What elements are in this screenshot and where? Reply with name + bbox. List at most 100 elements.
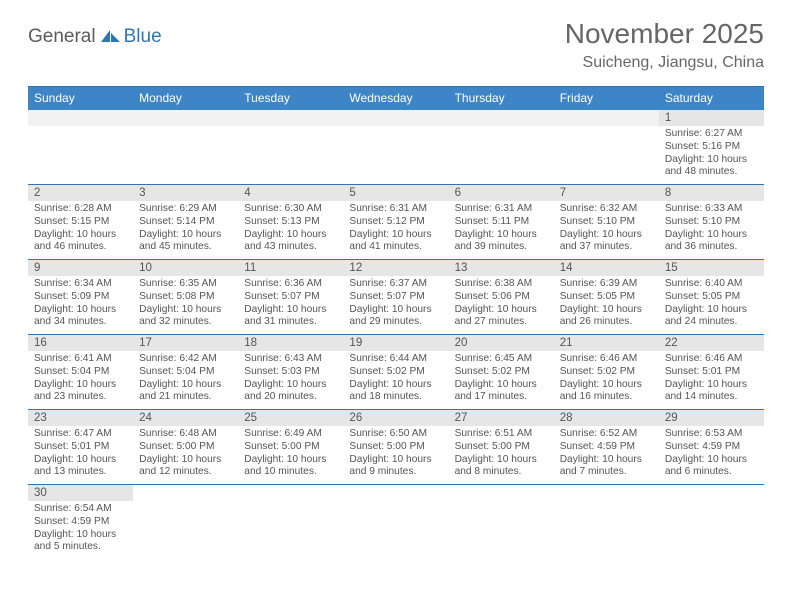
title-block: November 2025 Suicheng, Jiangsu, China bbox=[565, 18, 764, 72]
dayheader-thursday: Thursday bbox=[449, 87, 554, 110]
daylight-line: Daylight: 10 hours and 45 minutes. bbox=[139, 229, 232, 255]
daylight-line: Daylight: 10 hours and 16 minutes. bbox=[560, 379, 653, 405]
calendar-cell: 22Sunrise: 6:46 AMSunset: 5:01 PMDayligh… bbox=[659, 335, 764, 409]
day-number: 23 bbox=[28, 410, 133, 426]
empty-day-bar bbox=[554, 110, 659, 126]
day-number: 14 bbox=[554, 260, 659, 276]
sunrise-line: Sunrise: 6:37 AM bbox=[349, 278, 442, 291]
day-number: 1 bbox=[659, 110, 764, 126]
month-title: November 2025 bbox=[565, 18, 764, 50]
daylight-line: Daylight: 10 hours and 10 minutes. bbox=[244, 454, 337, 480]
sunrise-line: Sunrise: 6:46 AM bbox=[665, 353, 758, 366]
calendar-cell: 5Sunrise: 6:31 AMSunset: 5:12 PMDaylight… bbox=[343, 185, 448, 259]
dayheader-sunday: Sunday bbox=[28, 87, 133, 110]
day-number: 22 bbox=[659, 335, 764, 351]
calendar-cell: 13Sunrise: 6:38 AMSunset: 5:06 PMDayligh… bbox=[449, 260, 554, 334]
header: General Blue November 2025 Suicheng, Jia… bbox=[0, 0, 792, 80]
day-details: Sunrise: 6:47 AMSunset: 5:01 PMDaylight:… bbox=[28, 426, 133, 483]
sunrise-line: Sunrise: 6:35 AM bbox=[139, 278, 232, 291]
sunset-line: Sunset: 5:06 PM bbox=[455, 291, 548, 304]
weeks-container: 1Sunrise: 6:27 AMSunset: 5:16 PMDaylight… bbox=[28, 110, 764, 559]
calendar-cell: 25Sunrise: 6:49 AMSunset: 5:00 PMDayligh… bbox=[238, 410, 343, 484]
sunset-line: Sunset: 5:00 PM bbox=[349, 441, 442, 454]
calendar-cell: 7Sunrise: 6:32 AMSunset: 5:10 PMDaylight… bbox=[554, 185, 659, 259]
dayheader-monday: Monday bbox=[133, 87, 238, 110]
day-details: Sunrise: 6:32 AMSunset: 5:10 PMDaylight:… bbox=[554, 201, 659, 258]
day-number: 21 bbox=[554, 335, 659, 351]
day-number: 28 bbox=[554, 410, 659, 426]
sunset-line: Sunset: 5:16 PM bbox=[665, 141, 758, 154]
calendar-cell: 14Sunrise: 6:39 AMSunset: 5:05 PMDayligh… bbox=[554, 260, 659, 334]
calendar-cell: 3Sunrise: 6:29 AMSunset: 5:14 PMDaylight… bbox=[133, 185, 238, 259]
daylight-line: Daylight: 10 hours and 41 minutes. bbox=[349, 229, 442, 255]
day-details: Sunrise: 6:39 AMSunset: 5:05 PMDaylight:… bbox=[554, 276, 659, 333]
calendar-cell: 19Sunrise: 6:44 AMSunset: 5:02 PMDayligh… bbox=[343, 335, 448, 409]
day-details: Sunrise: 6:52 AMSunset: 4:59 PMDaylight:… bbox=[554, 426, 659, 483]
sunrise-line: Sunrise: 6:43 AM bbox=[244, 353, 337, 366]
empty-day-bar bbox=[238, 110, 343, 126]
daylight-line: Daylight: 10 hours and 43 minutes. bbox=[244, 229, 337, 255]
sunset-line: Sunset: 5:15 PM bbox=[34, 216, 127, 229]
day-number: 25 bbox=[238, 410, 343, 426]
dayheader-friday: Friday bbox=[554, 87, 659, 110]
sunrise-line: Sunrise: 6:36 AM bbox=[244, 278, 337, 291]
sunset-line: Sunset: 5:00 PM bbox=[139, 441, 232, 454]
sunset-line: Sunset: 4:59 PM bbox=[665, 441, 758, 454]
week-row: 9Sunrise: 6:34 AMSunset: 5:09 PMDaylight… bbox=[28, 260, 764, 335]
calendar-cell: 29Sunrise: 6:53 AMSunset: 4:59 PMDayligh… bbox=[659, 410, 764, 484]
calendar-cell bbox=[449, 110, 554, 184]
daylight-line: Daylight: 10 hours and 18 minutes. bbox=[349, 379, 442, 405]
empty-day-bar bbox=[449, 110, 554, 126]
calendar-cell: 10Sunrise: 6:35 AMSunset: 5:08 PMDayligh… bbox=[133, 260, 238, 334]
daylight-line: Daylight: 10 hours and 46 minutes. bbox=[34, 229, 127, 255]
sunset-line: Sunset: 5:05 PM bbox=[560, 291, 653, 304]
day-number: 30 bbox=[28, 485, 133, 501]
day-number: 27 bbox=[449, 410, 554, 426]
calendar-cell bbox=[133, 110, 238, 184]
calendar-cell bbox=[343, 110, 448, 184]
day-details: Sunrise: 6:41 AMSunset: 5:04 PMDaylight:… bbox=[28, 351, 133, 408]
daylight-line: Daylight: 10 hours and 13 minutes. bbox=[34, 454, 127, 480]
dayheader-saturday: Saturday bbox=[659, 87, 764, 110]
daylight-line: Daylight: 10 hours and 8 minutes. bbox=[455, 454, 548, 480]
daylight-line: Daylight: 10 hours and 9 minutes. bbox=[349, 454, 442, 480]
daylight-line: Daylight: 10 hours and 7 minutes. bbox=[560, 454, 653, 480]
day-details: Sunrise: 6:48 AMSunset: 5:00 PMDaylight:… bbox=[133, 426, 238, 483]
sunrise-line: Sunrise: 6:54 AM bbox=[34, 503, 127, 516]
sunset-line: Sunset: 5:10 PM bbox=[560, 216, 653, 229]
day-number: 13 bbox=[449, 260, 554, 276]
day-number: 9 bbox=[28, 260, 133, 276]
day-details: Sunrise: 6:44 AMSunset: 5:02 PMDaylight:… bbox=[343, 351, 448, 408]
day-number: 3 bbox=[133, 185, 238, 201]
week-row: 23Sunrise: 6:47 AMSunset: 5:01 PMDayligh… bbox=[28, 410, 764, 485]
calendar-cell: 2Sunrise: 6:28 AMSunset: 5:15 PMDaylight… bbox=[28, 185, 133, 259]
day-number: 20 bbox=[449, 335, 554, 351]
calendar-cell bbox=[238, 110, 343, 184]
sunset-line: Sunset: 5:02 PM bbox=[560, 366, 653, 379]
day-number: 19 bbox=[343, 335, 448, 351]
empty-day-bar bbox=[28, 110, 133, 126]
location: Suicheng, Jiangsu, China bbox=[565, 54, 764, 72]
day-number: 12 bbox=[343, 260, 448, 276]
sunrise-line: Sunrise: 6:39 AM bbox=[560, 278, 653, 291]
day-number: 24 bbox=[133, 410, 238, 426]
calendar-cell: 17Sunrise: 6:42 AMSunset: 5:04 PMDayligh… bbox=[133, 335, 238, 409]
sunrise-line: Sunrise: 6:53 AM bbox=[665, 428, 758, 441]
sunset-line: Sunset: 5:03 PM bbox=[244, 366, 337, 379]
sunrise-line: Sunrise: 6:28 AM bbox=[34, 203, 127, 216]
sunrise-line: Sunrise: 6:31 AM bbox=[349, 203, 442, 216]
sunrise-line: Sunrise: 6:34 AM bbox=[34, 278, 127, 291]
sunrise-line: Sunrise: 6:31 AM bbox=[455, 203, 548, 216]
empty-day-bar bbox=[133, 110, 238, 126]
sunset-line: Sunset: 4:59 PM bbox=[560, 441, 653, 454]
sunset-line: Sunset: 5:12 PM bbox=[349, 216, 442, 229]
logo-text-general: General bbox=[28, 26, 96, 48]
sunrise-line: Sunrise: 6:47 AM bbox=[34, 428, 127, 441]
day-number: 5 bbox=[343, 185, 448, 201]
calendar-cell bbox=[449, 485, 554, 559]
day-details: Sunrise: 6:54 AMSunset: 4:59 PMDaylight:… bbox=[28, 501, 133, 558]
daylight-line: Daylight: 10 hours and 36 minutes. bbox=[665, 229, 758, 255]
sunset-line: Sunset: 4:59 PM bbox=[34, 516, 127, 529]
week-row: 16Sunrise: 6:41 AMSunset: 5:04 PMDayligh… bbox=[28, 335, 764, 410]
day-details: Sunrise: 6:31 AMSunset: 5:12 PMDaylight:… bbox=[343, 201, 448, 258]
